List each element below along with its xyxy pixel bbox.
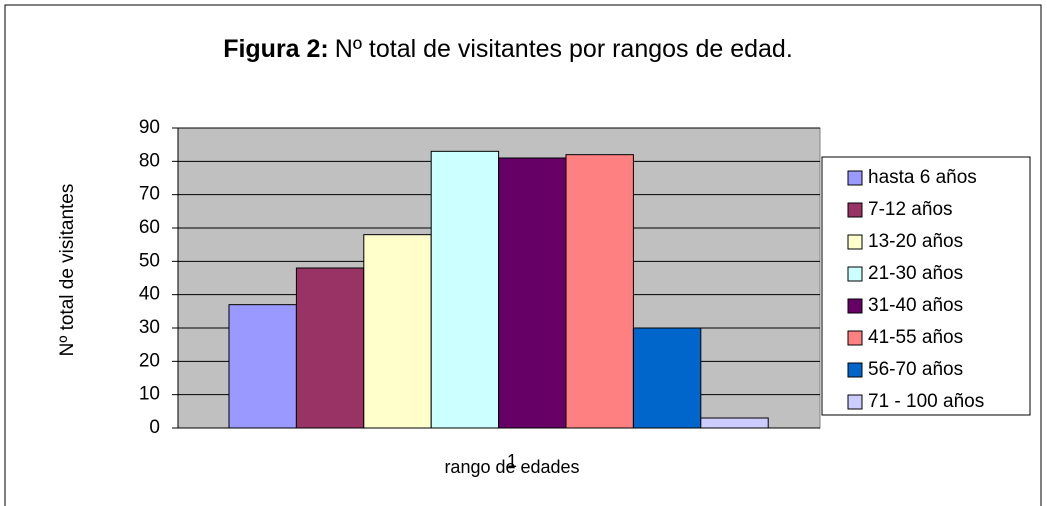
legend-swatch [847,266,863,282]
x-axis-label: rango de edades [444,457,579,477]
bar [632,327,702,429]
legend-label: hasta 6 años [868,167,977,188]
legend-swatch [847,394,863,410]
bar [498,157,567,429]
legend-label: 21-30 años [868,263,963,284]
bar [295,267,365,429]
legend-swatch [847,202,863,218]
y-tick-label: 80 [139,150,160,171]
chart-title-group: Figura 2: Nº total de visitantes por rang… [223,35,793,63]
y-tick-label: 0 [149,417,160,438]
legend-label: 13-20 años [868,231,963,252]
chart-frame [4,4,1042,506]
legend-label: 31-40 años [868,295,963,316]
bar [228,304,297,429]
legend-label: 56-70 años [868,359,963,380]
chart-title: Nº total de visitantes por rangos de eda… [335,35,793,63]
y-tick-label: 20 [139,350,160,371]
y-tick-label: 90 [139,117,160,138]
x-tick-label: 1 [507,451,517,471]
legend-label: 7-12 años [868,199,953,220]
chart-title-label: Figura 2: [223,35,329,63]
legend-label: 71 - 100 años [868,391,984,412]
y-tick-label: 10 [139,384,160,405]
y-tick-label: 40 [139,284,160,305]
y-axis-label: Nº total de visitantes [57,184,78,357]
legend-swatch [847,170,863,186]
bar [565,154,634,429]
y-tick-label: 50 [139,250,160,271]
legend-swatch [847,234,863,250]
legend-swatch [847,330,863,346]
y-tick-label: 70 [139,184,160,205]
bar [430,150,500,429]
bar [700,417,769,429]
y-tick-label: 60 [139,217,160,238]
y-tick-label: 30 [139,317,160,338]
legend-label: 41-55 años [868,327,963,348]
legend-swatch [847,298,863,314]
legend-swatch [847,362,863,378]
bar [363,234,432,429]
